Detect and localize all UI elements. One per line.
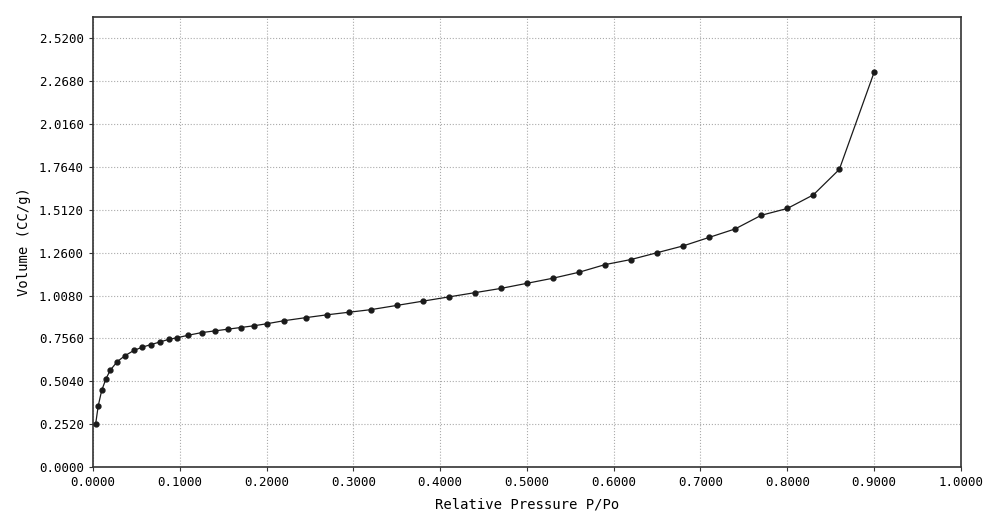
X-axis label: Relative Pressure P/Po: Relative Pressure P/Po (435, 497, 619, 511)
Y-axis label: Volume (CC/g): Volume (CC/g) (17, 187, 31, 296)
